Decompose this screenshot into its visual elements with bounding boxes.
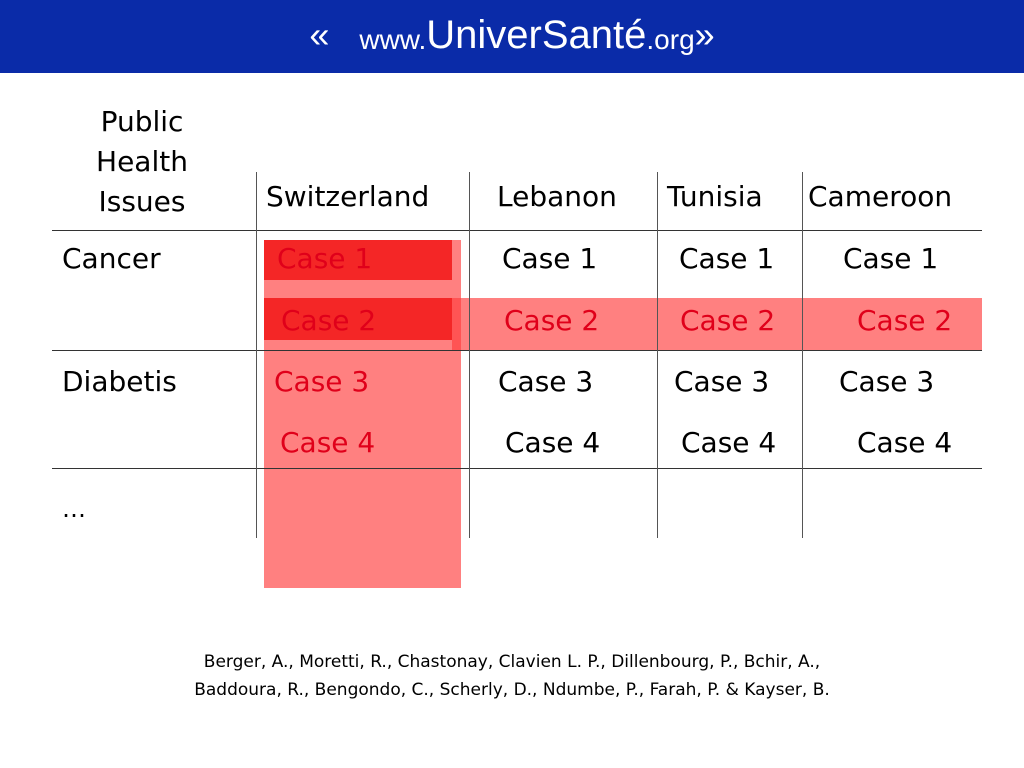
site-header: « www. UniverSanté .org » bbox=[0, 0, 1024, 73]
citation-line-1: Berger, A., Moretti, R., Chastonay, Clav… bbox=[203, 652, 821, 672]
tunisia-case-4: Case 4 bbox=[681, 426, 777, 459]
row-label-diabetis: Diabetis bbox=[62, 365, 177, 398]
column-divider-4 bbox=[802, 172, 803, 538]
url-prefix: www. bbox=[359, 23, 427, 55]
lebanon-case-4: Case 4 bbox=[505, 426, 601, 459]
tunisia-case-3: Case 3 bbox=[674, 365, 770, 398]
switzerland-case-4: Case 4 bbox=[280, 426, 376, 459]
column-header-lebanon: Lebanon bbox=[497, 180, 617, 213]
lebanon-case-2: Case 2 bbox=[504, 304, 600, 337]
column-divider-3 bbox=[657, 172, 658, 538]
citation-line-2: Baddoura, R., Bengondo, C., Scherly, D.,… bbox=[194, 680, 830, 700]
tunisia-case-1: Case 1 bbox=[679, 242, 775, 275]
header-row-divider bbox=[52, 230, 982, 231]
column-header-cameroon: Cameroon bbox=[808, 180, 953, 213]
issues-column-header: Public Health Issues bbox=[62, 102, 222, 222]
cameroon-case-3: Case 3 bbox=[839, 365, 935, 398]
switzerland-case-2: Case 2 bbox=[281, 304, 377, 337]
cancer-row-divider bbox=[52, 350, 982, 351]
issues-header-line: Health bbox=[96, 145, 188, 178]
switzerland-case-3: Case 3 bbox=[274, 365, 370, 398]
tunisia-case-2: Case 2 bbox=[680, 304, 776, 337]
lebanon-case-3: Case 3 bbox=[498, 365, 594, 398]
column-divider-2 bbox=[469, 172, 470, 538]
column-header-switzerland: Switzerland bbox=[266, 180, 430, 213]
citation: Berger, A., Moretti, R., Chastonay, Clav… bbox=[0, 648, 1024, 704]
column-divider-1 bbox=[256, 172, 257, 538]
cameroon-case-4: Case 4 bbox=[857, 426, 953, 459]
issues-header-line: Issues bbox=[98, 185, 186, 218]
case2-cell-highlight bbox=[264, 298, 452, 340]
diabetis-row-divider bbox=[52, 468, 982, 469]
site-name: UniverSanté bbox=[426, 13, 647, 57]
close-guillemet: » bbox=[694, 13, 715, 55]
row-label-more: … bbox=[62, 495, 86, 523]
case1-cell-highlight bbox=[264, 240, 452, 280]
cameroon-case-1: Case 1 bbox=[843, 242, 939, 275]
case2-row-highlight bbox=[452, 298, 982, 350]
row-label-cancer: Cancer bbox=[62, 242, 161, 275]
column-header-tunisia: Tunisia bbox=[667, 180, 763, 213]
switzerland-case-1: Case 1 bbox=[277, 242, 373, 275]
switzerland-column-highlight bbox=[264, 240, 461, 588]
cameroon-case-2: Case 2 bbox=[857, 304, 953, 337]
issues-header-line: Public bbox=[100, 105, 184, 138]
lebanon-case-1: Case 1 bbox=[502, 242, 598, 275]
open-guillemet: « bbox=[309, 13, 330, 55]
url-tld: .org bbox=[646, 23, 695, 55]
